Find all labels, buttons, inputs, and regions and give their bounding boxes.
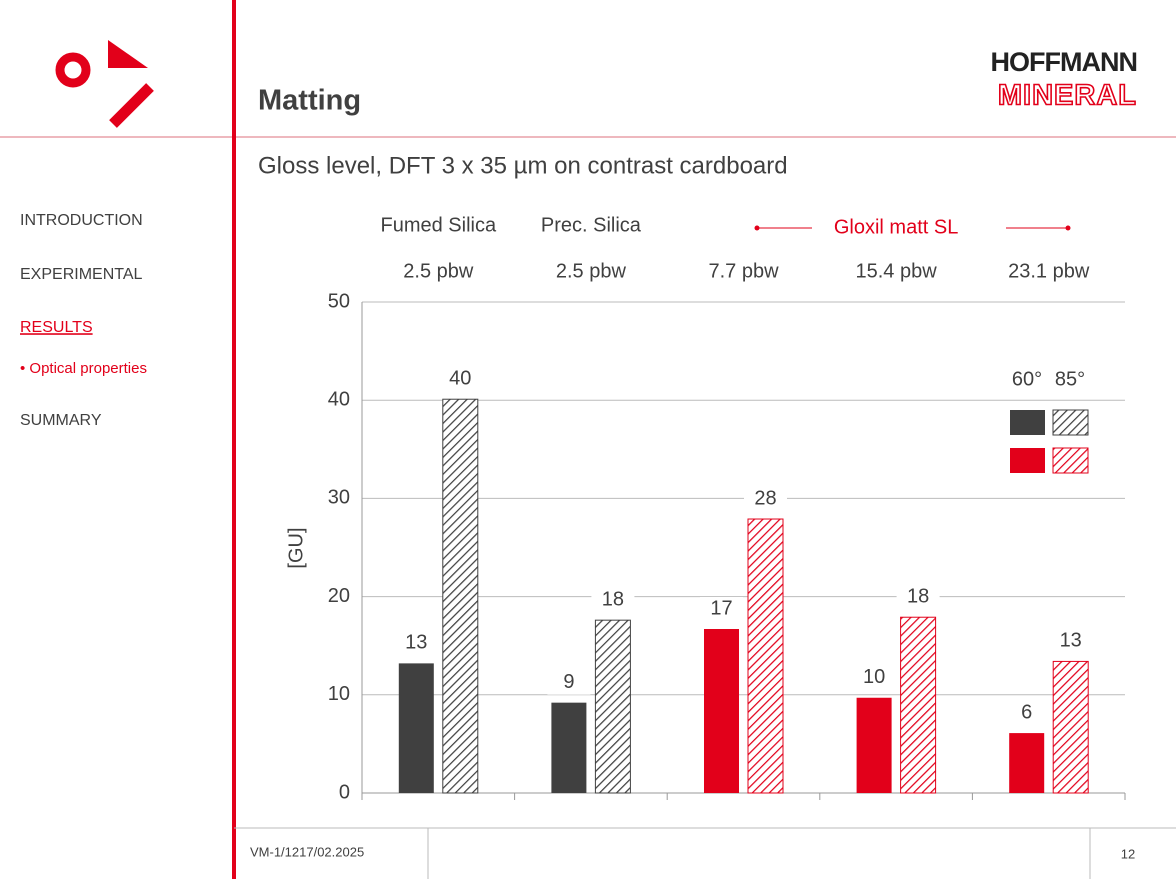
x-category-label: 23.1 pbw (1008, 260, 1090, 282)
x-category-label: 2.5 pbw (556, 260, 627, 282)
bar (856, 697, 892, 793)
data-label: 18 (602, 588, 624, 610)
label-bg (896, 585, 940, 610)
bar (1009, 733, 1045, 793)
nav-item[interactable]: INTRODUCTION (20, 212, 143, 229)
data-label: 18 (907, 586, 929, 608)
data-label: 40 (449, 367, 471, 389)
legend-swatch (1010, 410, 1045, 435)
data-label: 10 (863, 666, 885, 688)
legend-swatch (1052, 447, 1089, 474)
legend-label: 85° (1055, 368, 1085, 390)
slide-title: Matting (258, 85, 361, 117)
label-bg (700, 597, 743, 622)
nav-item[interactable]: SUMMARY (20, 412, 102, 429)
label-bg (591, 588, 635, 613)
y-axis-label: [GU] (285, 527, 307, 568)
bar (551, 702, 587, 793)
group-label: Prec. Silica (541, 214, 642, 236)
label-bg (1005, 701, 1049, 726)
brand-bottom: MINERAL (998, 80, 1137, 112)
page-number: 12 (1121, 846, 1135, 861)
bar (442, 398, 479, 794)
x-category-label: 2.5 pbw (403, 260, 474, 282)
x-category-label: 7.7 pbw (708, 260, 779, 282)
label-bg (744, 487, 787, 512)
label-bg (1049, 629, 1093, 654)
bar (594, 619, 631, 794)
bar (704, 629, 739, 793)
legend-label: 60° (1012, 368, 1042, 390)
y-tick-label: 50 (328, 290, 350, 312)
y-tick-label: 40 (328, 388, 350, 410)
bracket-dot (1065, 225, 1071, 231)
bar (747, 518, 784, 794)
label-bg (438, 367, 482, 392)
y-tick-label: 10 (328, 683, 350, 705)
data-label: 17 (710, 597, 732, 619)
group-label: Gloxil matt SL (834, 216, 958, 238)
brand-top: HOFFMANN (991, 47, 1137, 77)
data-label: 28 (754, 487, 776, 509)
bar (900, 616, 937, 794)
bracket-dot (754, 225, 760, 231)
legend-swatch (1052, 409, 1089, 436)
y-tick-label: 30 (328, 487, 350, 509)
y-tick-label: 0 (339, 781, 350, 803)
group-label: Fumed Silica (380, 214, 496, 236)
nav-item[interactable]: EXPERIMENTAL (20, 266, 143, 283)
nav-item-active[interactable]: RESULTS (20, 319, 93, 336)
chart-title: Gloss level, DFT 3 x 35 µm on contrast c… (258, 152, 788, 179)
data-label: 6 (1021, 701, 1032, 723)
label-bg (852, 665, 896, 690)
footer-code: VM-1/1217/02.2025 (250, 844, 364, 859)
data-label: 13 (405, 632, 427, 654)
data-label: 9 (563, 671, 574, 693)
data-label: 13 (1060, 630, 1082, 652)
legend-swatch (1010, 448, 1045, 473)
bar (1052, 660, 1089, 794)
nav-subitem[interactable]: • Optical properties (20, 360, 147, 377)
y-tick-label: 20 (328, 585, 350, 607)
logo (55, 40, 154, 128)
label-bg (547, 670, 591, 695)
label-bg (394, 631, 438, 656)
footer (234, 827, 1176, 879)
bar (398, 663, 434, 793)
x-category-label: 15.4 pbw (856, 260, 938, 282)
